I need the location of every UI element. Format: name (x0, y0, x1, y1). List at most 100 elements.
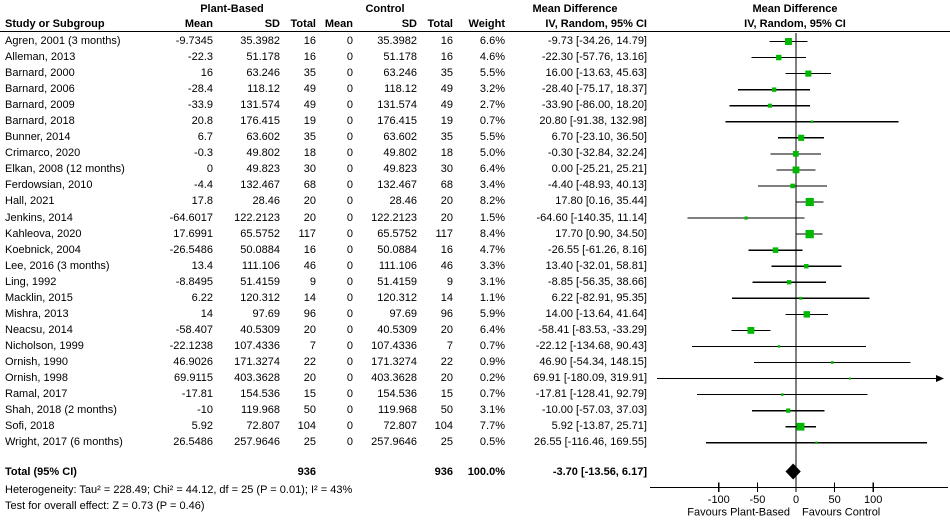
weight-value: 0.7% (479, 115, 505, 128)
plant-total-value: 50 (303, 404, 316, 417)
control-mean-value: 0 (346, 211, 353, 224)
plant-sd-value: 40.5309 (240, 323, 280, 336)
study-row: Lee, 2016 (3 months) 13.4 111.106 46 0 1… (0, 258, 950, 274)
control-sd-value: 28.46 (389, 195, 417, 208)
axis-tick-label: 0 (793, 494, 799, 506)
group2-header: Control (365, 3, 405, 15)
effect-marker (815, 441, 818, 444)
plant-mean-value: -22.3 (187, 51, 213, 64)
plant-mean-value: -9.7345 (175, 35, 213, 47)
study-row: Elkan, 2008 (12 months) 0 49.823 30 0 49… (0, 161, 950, 177)
control-sd-value: 120.312 (377, 291, 417, 304)
control-mean-value: 0 (346, 163, 353, 176)
plant-sd-value: 403.3628 (234, 371, 280, 384)
column-header-row: Study or Subgroup Mean SD Total Mean SD … (0, 16, 950, 32)
total-control-n: 936 (434, 465, 453, 478)
ci-text-value: -64.60 [-140.35, 11.14] (536, 211, 648, 224)
plant-total-value: 49 (303, 83, 316, 96)
study-row: Alleman, 2013 -22.3 51.178 16 0 51.178 1… (0, 49, 950, 65)
study-row: Bunner, 2014 6.7 63.602 35 0 63.602 35 5… (0, 129, 950, 145)
control-mean-value: 0 (346, 147, 353, 160)
plant-sd-header: SD (264, 18, 280, 30)
effect-marker (805, 70, 812, 77)
plant-sd-value: 28.46 (252, 195, 280, 208)
ci-text-value: -26.55 [-61.26, 8.16] (547, 243, 647, 256)
axis-tick-label: -50 (749, 494, 765, 506)
study-row: Mishra, 2013 14 97.69 96 0 97.69 96 5.9%… (0, 306, 950, 322)
control-mean-value: 0 (346, 307, 353, 320)
effect-marker (786, 408, 791, 413)
favours-left-label: Favours Plant-Based (687, 507, 790, 519)
study-column-header: Study or Subgroup (5, 18, 105, 30)
study-name: Barnard, 2000 (5, 67, 75, 80)
control-mean-value: 0 (346, 131, 353, 144)
control-total-value: 18 (440, 147, 453, 160)
study-name: Sofi, 2018 (5, 420, 55, 433)
control-mean-value: 0 (346, 227, 353, 240)
effect-marker (772, 247, 779, 253)
plant-mean-value: 5.92 (191, 420, 213, 433)
effect-marker (747, 327, 755, 334)
control-mean-value: 0 (346, 115, 353, 128)
plant-mean-value: -28.4 (187, 83, 213, 96)
plant-total-value: 16 (303, 35, 316, 47)
ci-text-value: -4.40 [-48.93, 40.13] (547, 179, 647, 192)
control-mean-value: 0 (346, 243, 353, 256)
ci-text-value: -28.40 [-75.17, 18.37] (541, 83, 647, 96)
effect-marker (744, 216, 748, 220)
control-sd-value: 403.3628 (371, 371, 417, 384)
study-row: Macklin, 2015 6.22 120.312 14 0 120.312 … (0, 290, 950, 306)
study-row: Crimarco, 2020 -0.3 49.802 18 0 49.802 1… (0, 145, 950, 161)
header-separator (0, 31, 950, 32)
plant-mean-value: 46.9026 (173, 355, 213, 368)
plant-mean-value: 13.4 (191, 259, 213, 272)
weight-value: 0.9% (479, 355, 505, 368)
control-total-value: 20 (440, 211, 453, 224)
study-name: Ramal, 2017 (5, 388, 68, 401)
control-sd-value: 50.0884 (377, 243, 417, 256)
plant-mean-value: 20.8 (191, 115, 213, 128)
control-total-value: 30 (440, 163, 453, 176)
weight-value: 1.1% (479, 291, 505, 304)
study-row: Shah, 2018 (2 months) -10 119.968 50 0 1… (0, 402, 950, 418)
study-name: Wright, 2017 (6 months) (5, 436, 123, 449)
control-mean-value: 0 (346, 195, 353, 208)
heterogeneity-stats: Heterogeneity: Tau² = 228.49; Chi² = 44.… (5, 484, 353, 496)
plant-mean-value: 17.8 (191, 195, 213, 208)
plant-total-value: 30 (303, 163, 316, 176)
ci-text-value: -22.12 [-134.68, 90.43] (535, 339, 647, 352)
control-mean-value: 0 (346, 323, 353, 336)
study-name: Mishra, 2013 (5, 307, 69, 320)
plant-mean-value: -8.8495 (175, 275, 213, 288)
control-total-value: 16 (440, 35, 453, 47)
ci-text-value: 5.92 [-13.87, 25.71] (551, 420, 647, 433)
study-rows: Agren, 2001 (3 months) -9.7345 35.3982 1… (0, 33, 950, 450)
axis-tick-label: 100 (864, 494, 882, 506)
plant-sd-value: 118.12 (247, 83, 280, 96)
control-total-value: 50 (440, 404, 453, 417)
control-mean-value: 0 (346, 67, 353, 80)
ci-text-value: -9.73 [-34.26, 14.79] (547, 35, 647, 47)
weight-value: 3.4% (479, 179, 505, 192)
control-sd-value: 72.807 (383, 420, 417, 433)
study-row: Ling, 1992 -8.8495 51.4159 9 0 51.4159 9… (0, 274, 950, 290)
control-mean-value: 0 (346, 83, 353, 96)
summary-diamond (785, 463, 801, 480)
control-total-header: Total (427, 18, 453, 30)
study-name: Barnard, 2009 (5, 99, 75, 112)
weight-value: 3.2% (479, 83, 505, 96)
plant-total-value: 104 (297, 420, 316, 433)
control-total-value: 104 (434, 420, 453, 433)
control-mean-value: 0 (346, 99, 353, 112)
control-mean-value: 0 (346, 179, 353, 192)
weight-value: 3.1% (479, 275, 505, 288)
control-total-value: 20 (440, 195, 453, 208)
plant-total-value: 14 (303, 291, 316, 304)
plant-total-value: 9 (309, 275, 316, 288)
control-total-value: 19 (440, 115, 453, 128)
plant-mean-value: 17.6991 (173, 227, 213, 240)
study-name: Barnard, 2018 (5, 115, 75, 128)
plant-mean-value: 16 (200, 67, 213, 80)
